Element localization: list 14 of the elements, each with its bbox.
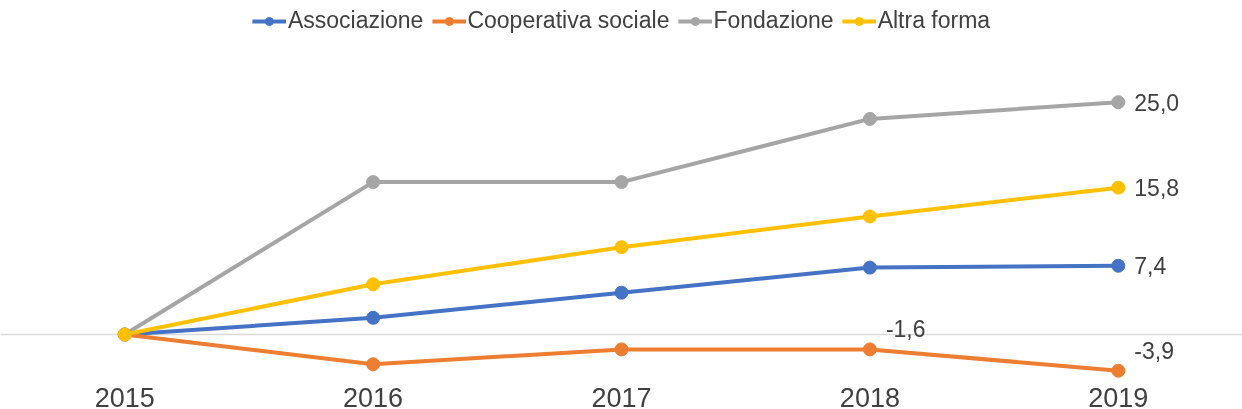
x-tick-label: 2019 [1088, 382, 1149, 409]
data-label: 25,0 [1134, 89, 1180, 116]
data-label: 15,8 [1134, 175, 1180, 202]
legend-label: Associazione [287, 7, 424, 34]
legend-label: Fondazione [713, 7, 834, 34]
legend-label: Cooperativa sociale [467, 7, 670, 34]
data-label: 7,4 [1134, 253, 1167, 280]
data-label: -3,9 [1134, 337, 1174, 364]
data-label: -1,6 [885, 316, 926, 343]
x-tick-label: 2017 [591, 382, 652, 409]
legend-label: Altra forma [877, 7, 991, 34]
x-tick-label: 2018 [839, 382, 900, 409]
x-tick-label: 2016 [343, 382, 404, 409]
x-tick-label: 2015 [94, 382, 155, 409]
